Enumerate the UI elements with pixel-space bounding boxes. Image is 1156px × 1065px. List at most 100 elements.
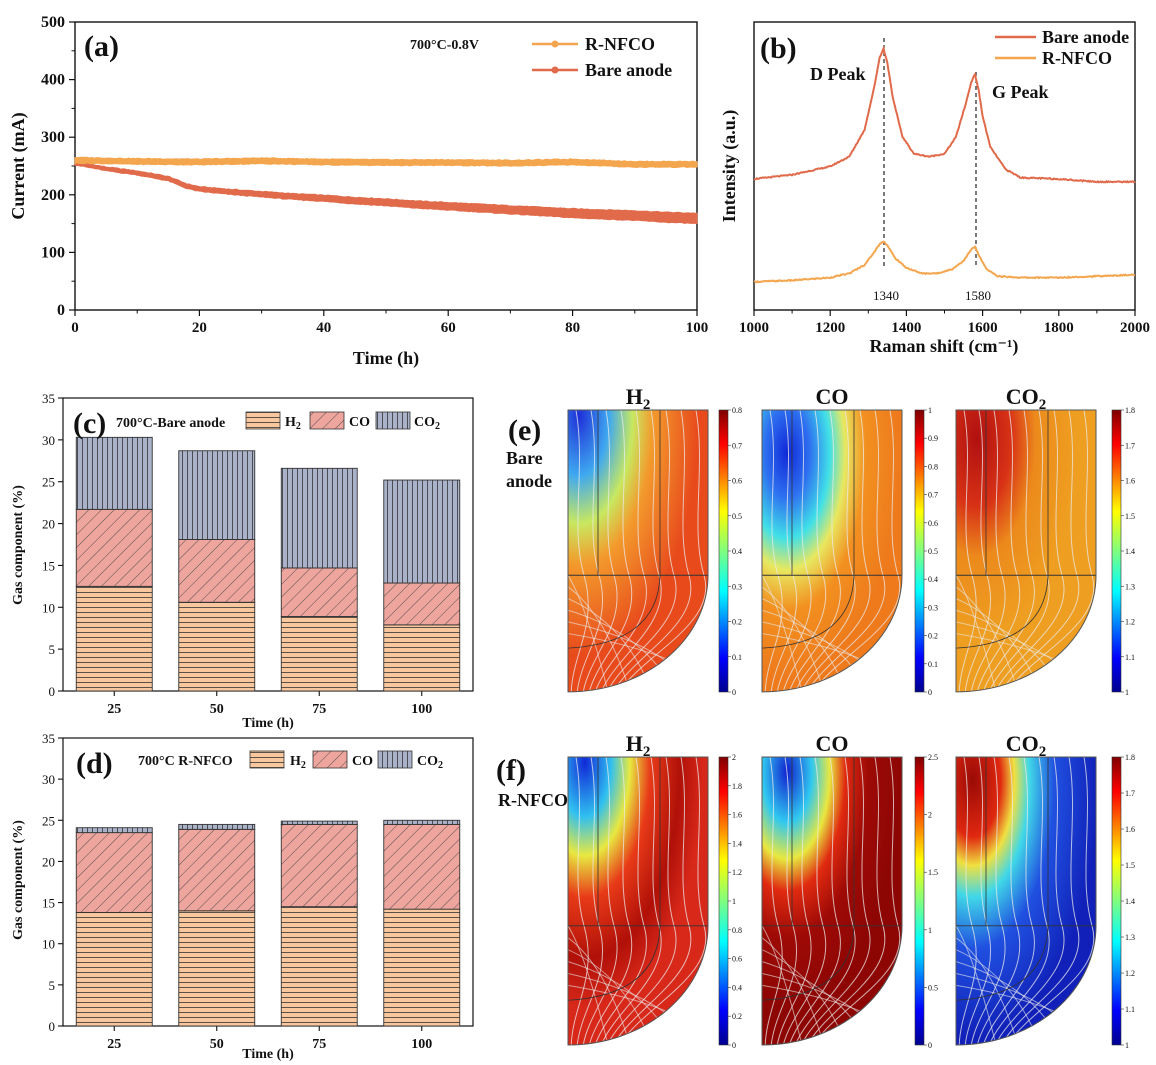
colorbar-tick-label: 0.6 (732, 955, 742, 964)
colorbar-tick-label: 0.1 (732, 653, 742, 662)
panel-label-a: (a) (84, 30, 119, 63)
chart-title-c: 700°C-Bare anode (116, 416, 225, 431)
y-tick-label-c: 20 (42, 517, 55, 532)
bar-c-co-25 (75, 508, 153, 587)
annotation-d-peak: D Peak (810, 64, 866, 84)
x-tick-label-b: 1000 (739, 320, 769, 336)
bar-c-co2-50 (178, 450, 256, 540)
heatmap-title-e-1: CO (816, 384, 849, 409)
streamline (956, 925, 997, 1045)
y-tick-label-d: 20 (42, 854, 55, 869)
colorbar-tick-label: 1.5 (1125, 512, 1135, 521)
streamline (762, 633, 902, 692)
chart-title-a: 700°C-0.8V (410, 38, 479, 53)
x-tick-label-b: 1600 (968, 320, 998, 336)
bar-c-co2-100 (383, 479, 461, 584)
domain-line (568, 925, 661, 1001)
colorbar-e-0 (718, 409, 729, 693)
bar-d-h2-100 (383, 908, 461, 1027)
bar-d-h2-25 (75, 911, 153, 1027)
y-tick-label-d: 0 (49, 1019, 56, 1034)
streamline (568, 984, 708, 1045)
colorbar-tick-label: 1.4 (1125, 547, 1135, 556)
y-tick-label-d: 30 (42, 772, 55, 787)
heatmap-e-1 (761, 409, 903, 693)
bar-d-co-75 (280, 823, 358, 908)
legend-label-rnfco-a: R-NFCO (585, 34, 655, 54)
colorbar-tick-label: 1.8 (1125, 406, 1135, 415)
heatmap-fill (568, 410, 708, 692)
panel-label-b: (b) (760, 32, 797, 65)
streamline (568, 937, 631, 1045)
x-tick-label-b: 1800 (1044, 320, 1074, 336)
colorbar-tick-label: 1.2 (1125, 618, 1135, 627)
colorbar-e-2 (1111, 409, 1122, 693)
colorbar-tick-label: 1 (928, 926, 932, 935)
colorbar-tick-label: 1.1 (1125, 1005, 1135, 1014)
streamline (762, 937, 825, 1045)
colorbar-tick-label: 2.5 (928, 753, 938, 762)
domain-line (956, 925, 1049, 1001)
series-line-b-0 (753, 45, 1136, 184)
colorbar-tick-label: 1.7 (1125, 789, 1135, 798)
axis-ticks-b: 1000 1200 1400 1600 1800 2000 (739, 310, 1150, 336)
y-tick-label-d: 35 (42, 731, 55, 746)
colorbar-tick-label: 0.7 (732, 441, 742, 450)
bar-c-h2-25 (75, 585, 153, 692)
colorbar-tick-label: 0.1 (928, 660, 938, 669)
x-tick-label-a: 0 (71, 320, 79, 336)
bar-c-h2-75 (280, 616, 358, 692)
colorbar-tick-label: 2 (732, 753, 736, 762)
y-tick-label-a: 100 (41, 244, 65, 261)
y-axis-label-c: Gas component (%) (11, 485, 26, 605)
heatmap-title-f-0: H2 (626, 731, 651, 760)
x-tick-label-c: 25 (107, 702, 121, 717)
y-tick-label-c: 5 (49, 642, 56, 657)
series-line-b-1 (753, 240, 1136, 284)
colorbar-tick-label: 1.2 (1125, 969, 1135, 978)
heatmap-title-text: CO (1006, 731, 1039, 756)
bar-d-co2-50 (178, 823, 256, 830)
domain-outline (955, 409, 1097, 693)
svg-text:H2: H2 (285, 415, 301, 432)
colorbar-tick-label: 1 (1125, 688, 1129, 697)
domain-outline (567, 409, 709, 693)
bar-c-h2-50 (178, 601, 256, 692)
y-tick-label-d: 25 (42, 813, 55, 828)
x-tick-label-d: 100 (411, 1037, 432, 1052)
heatmap-title-text: H (626, 384, 643, 409)
x-axis-label-b: Raman shift (cm⁻¹) (870, 336, 1019, 357)
heatmap-field (568, 757, 708, 1045)
domain-line (568, 575, 661, 649)
streamline (956, 574, 997, 692)
bar-d-h2-50 (178, 910, 256, 1027)
y-tick-label-a: 200 (41, 187, 65, 204)
colorbar-tick-label: 0.8 (732, 406, 742, 415)
panel-label-e: (e) (508, 414, 541, 447)
colorbar-tick-label: 0.2 (732, 1012, 742, 1021)
bar-d-co2-25 (75, 827, 153, 834)
svg-text:CO2: CO2 (414, 415, 440, 432)
colorbar-tick-label: 0 (928, 688, 932, 697)
panel-label-c: (c) (73, 407, 106, 440)
x-tick-label-b: 1400 (891, 320, 921, 336)
heatmap-f-2 (955, 756, 1097, 1046)
x-axis-label-c: Time (h) (242, 716, 294, 731)
panel-a: 0 20 40 60 80 100 0 100 200 300 400 500 (a) 700°C-0… (8, 14, 708, 369)
colorbar-tick-label: 0.5 (928, 983, 938, 992)
bars-d (75, 819, 461, 1027)
y-tick-label-a: 300 (41, 129, 65, 146)
svg-text:CO2: CO2 (417, 754, 443, 771)
colorbar-tick-label: 0.6 (928, 519, 938, 528)
x-axis-label-a: Time (h) (353, 348, 419, 369)
annotation-1340: 1340 (873, 288, 899, 303)
y-axis-label-d: Gas component (%) (11, 820, 26, 940)
y-tick-label-a: 400 (41, 72, 65, 89)
domain-line (956, 575, 1049, 649)
streamline (956, 937, 1019, 1045)
colorbar-tick-label: 1.6 (732, 811, 742, 820)
bar-d-co-50 (178, 828, 256, 912)
heatmap-f-1 (761, 756, 903, 1046)
legend-label-co-c: CO (349, 415, 370, 430)
panel-f: (f) R-NFCO (496, 754, 568, 810)
